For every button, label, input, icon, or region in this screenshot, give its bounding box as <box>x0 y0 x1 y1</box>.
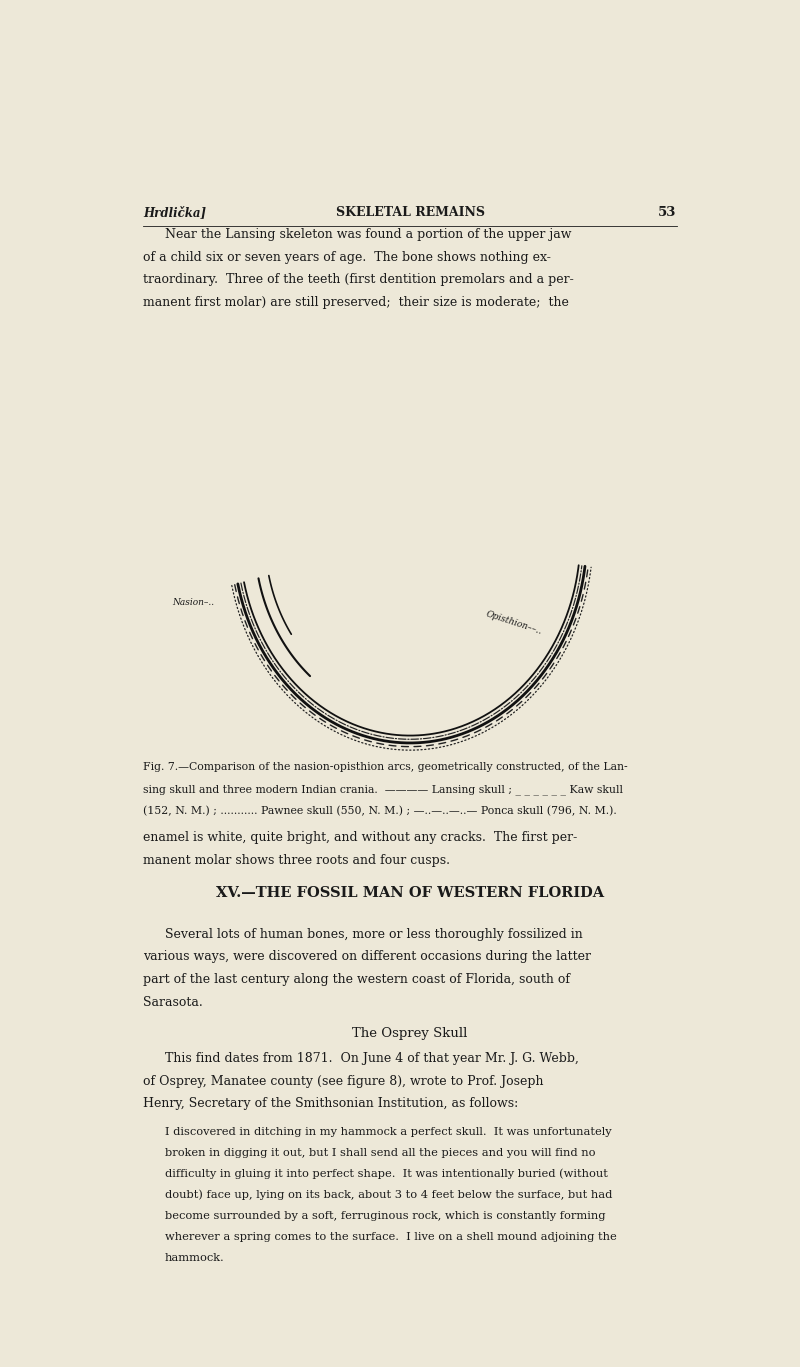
Text: I discovered in ditching in my hammock a perfect skull.  It was unfortunately: I discovered in ditching in my hammock a… <box>165 1126 612 1136</box>
Text: Hrdlička]: Hrdlička] <box>143 206 206 219</box>
Text: Near the Lansing skeleton was found a portion of the upper jaw: Near the Lansing skeleton was found a po… <box>165 228 571 241</box>
Text: SKELETAL REMAINS: SKELETAL REMAINS <box>335 206 485 219</box>
Text: This find dates from 1871.  On June 4 of that year Mr. J. G. Webb,: This find dates from 1871. On June 4 of … <box>165 1053 579 1065</box>
Text: broken in digging it out, but I shall send all the pieces and you will find no: broken in digging it out, but I shall se… <box>165 1148 595 1158</box>
Text: Nasion–..: Nasion–.. <box>173 599 214 607</box>
Text: (152, N. M.) ; ........... Pawnee skull (550, N. M.) ; —..—..—..— Ponca skull (7: (152, N. M.) ; ........... Pawnee skull … <box>143 807 617 816</box>
Text: part of the last century along the western coast of Florida, south of: part of the last century along the weste… <box>143 973 570 986</box>
Text: Fig. 7.—Comparison of the nasion-opisthion arcs, geometrically constructed, of t: Fig. 7.—Comparison of the nasion-opisthi… <box>143 763 628 772</box>
Text: 53: 53 <box>658 206 677 219</box>
Text: various ways, were discovered on different occasions during the latter: various ways, were discovered on differe… <box>143 950 591 964</box>
Text: hammock.: hammock. <box>165 1254 225 1263</box>
Text: wherever a spring comes to the surface.  I live on a shell mound adjoining the: wherever a spring comes to the surface. … <box>165 1232 617 1241</box>
Text: Opisthion––..: Opisthion––.. <box>485 610 543 637</box>
Text: difficulty in gluing it into perfect shape.  It was intentionally buried (withou: difficulty in gluing it into perfect sha… <box>165 1169 608 1178</box>
Text: manent molar shows three roots and four cusps.: manent molar shows three roots and four … <box>143 853 450 867</box>
Text: Several lots of human bones, more or less thoroughly fossilized in: Several lots of human bones, more or les… <box>165 928 583 940</box>
Text: Henry, Secretary of the Smithsonian Institution, as follows:: Henry, Secretary of the Smithsonian Inst… <box>143 1098 518 1110</box>
Text: Sarasota.: Sarasota. <box>143 995 203 1009</box>
Text: sing skull and three modern Indian crania.  ———— Lansing skull ; _ _ _ _ _ _ Kaw: sing skull and three modern Indian crani… <box>143 783 623 794</box>
Text: of a child six or seven years of age.  The bone shows nothing ex-: of a child six or seven years of age. Th… <box>143 250 551 264</box>
Text: enamel is white, quite bright, and without any cracks.  The first per-: enamel is white, quite bright, and witho… <box>143 831 578 843</box>
Text: manent first molar) are still preserved;  their size is moderate;  the: manent first molar) are still preserved;… <box>143 295 570 309</box>
Text: doubt) face up, lying on its back, about 3 to 4 feet below the surface, but had: doubt) face up, lying on its back, about… <box>165 1189 613 1200</box>
Text: The Osprey Skull: The Osprey Skull <box>352 1027 468 1040</box>
Text: of Osprey, Manatee county (see figure 8), wrote to Prof. Joseph: of Osprey, Manatee county (see figure 8)… <box>143 1074 544 1088</box>
Text: traordinary.  Three of the teeth (first dentition premolars and a per-: traordinary. Three of the teeth (first d… <box>143 273 574 286</box>
Text: XV.—THE FOSSIL MAN OF WESTERN FLORIDA: XV.—THE FOSSIL MAN OF WESTERN FLORIDA <box>216 886 604 899</box>
Text: become surrounded by a soft, ferruginous rock, which is constantly forming: become surrounded by a soft, ferruginous… <box>165 1211 606 1221</box>
